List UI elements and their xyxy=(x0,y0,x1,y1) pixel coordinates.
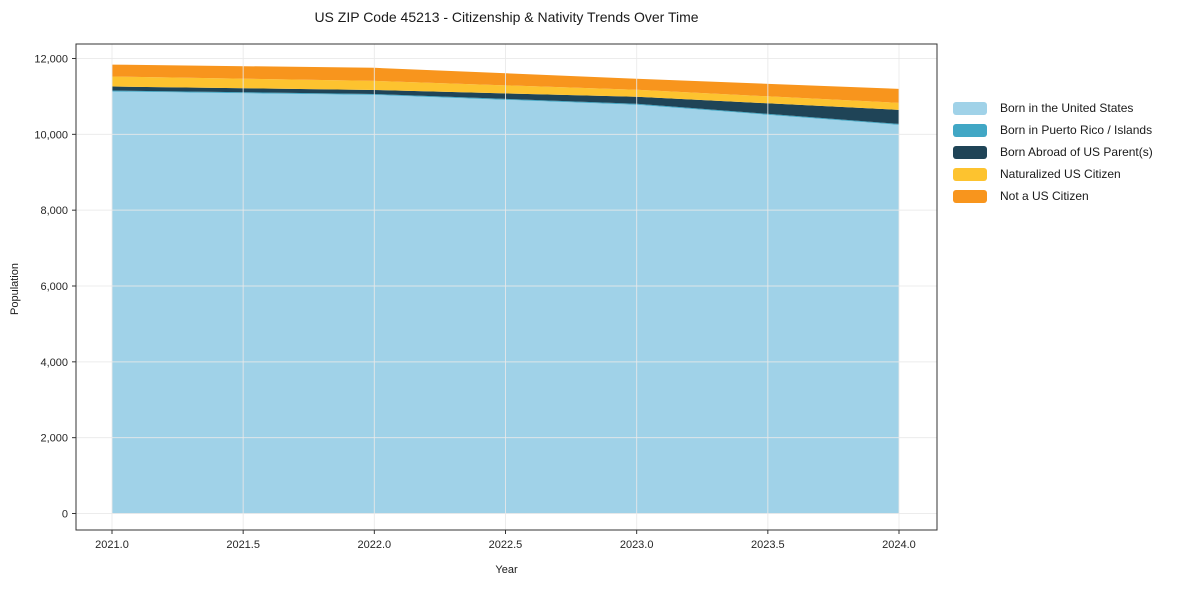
y-tick-label: 12,000 xyxy=(34,54,68,66)
y-tick-label: 4,000 xyxy=(40,357,68,369)
y-tick-label: 10,000 xyxy=(34,129,68,141)
x-tick-label: 2021.0 xyxy=(95,539,129,551)
legend-label: Not a US Citizen xyxy=(1000,189,1089,203)
legend-label: Naturalized US Citizen xyxy=(1000,167,1121,181)
x-tick-label: 2024.0 xyxy=(882,539,916,551)
legend-swatch-icon xyxy=(953,167,987,181)
legend-item: Born Abroad of US Parent(s) xyxy=(953,145,1153,159)
legend-item: Born in the United States xyxy=(953,101,1153,115)
grid-lines xyxy=(76,44,937,530)
x-tick-label: 2023.5 xyxy=(751,539,785,551)
x-tick-label: 2023.0 xyxy=(620,539,654,551)
chart-title: US ZIP Code 45213 - Citizenship & Nativi… xyxy=(314,9,699,25)
tick-labels: 0 2,000 4,000 6,000 8,000 10,000 12,000 2021.0 2… xyxy=(34,54,915,552)
legend: Born in the United States Born in Puerto … xyxy=(953,101,1153,203)
axis-ticks xyxy=(72,58,900,534)
legend-swatch-icon xyxy=(953,145,987,159)
legend-item: Naturalized US Citizen xyxy=(953,167,1153,181)
legend-swatch-icon xyxy=(953,189,987,203)
y-tick-label: 8,000 xyxy=(40,205,68,217)
plot-frame xyxy=(75,43,938,531)
legend-item: Born in Puerto Rico / Islands xyxy=(953,123,1153,137)
legend-swatch-icon xyxy=(953,101,987,115)
legend-label: Born Abroad of US Parent(s) xyxy=(1000,145,1153,159)
legend-swatch-icon xyxy=(953,123,987,137)
x-tick-label: 2022.0 xyxy=(358,539,392,551)
legend-item: Not a US Citizen xyxy=(953,189,1153,203)
x-tick-label: 2021.5 xyxy=(226,539,260,551)
x-tick-label: 2022.5 xyxy=(489,539,523,551)
x-axis-label: Year xyxy=(495,564,518,576)
y-tick-label: 0 xyxy=(62,509,68,521)
y-axis-label: Population xyxy=(9,263,21,315)
legend-label: Born in Puerto Rico / Islands xyxy=(1000,123,1153,137)
y-tick-label: 6,000 xyxy=(40,281,68,293)
y-tick-label: 2,000 xyxy=(40,433,68,445)
legend-label: Born in the United States xyxy=(1000,101,1134,115)
